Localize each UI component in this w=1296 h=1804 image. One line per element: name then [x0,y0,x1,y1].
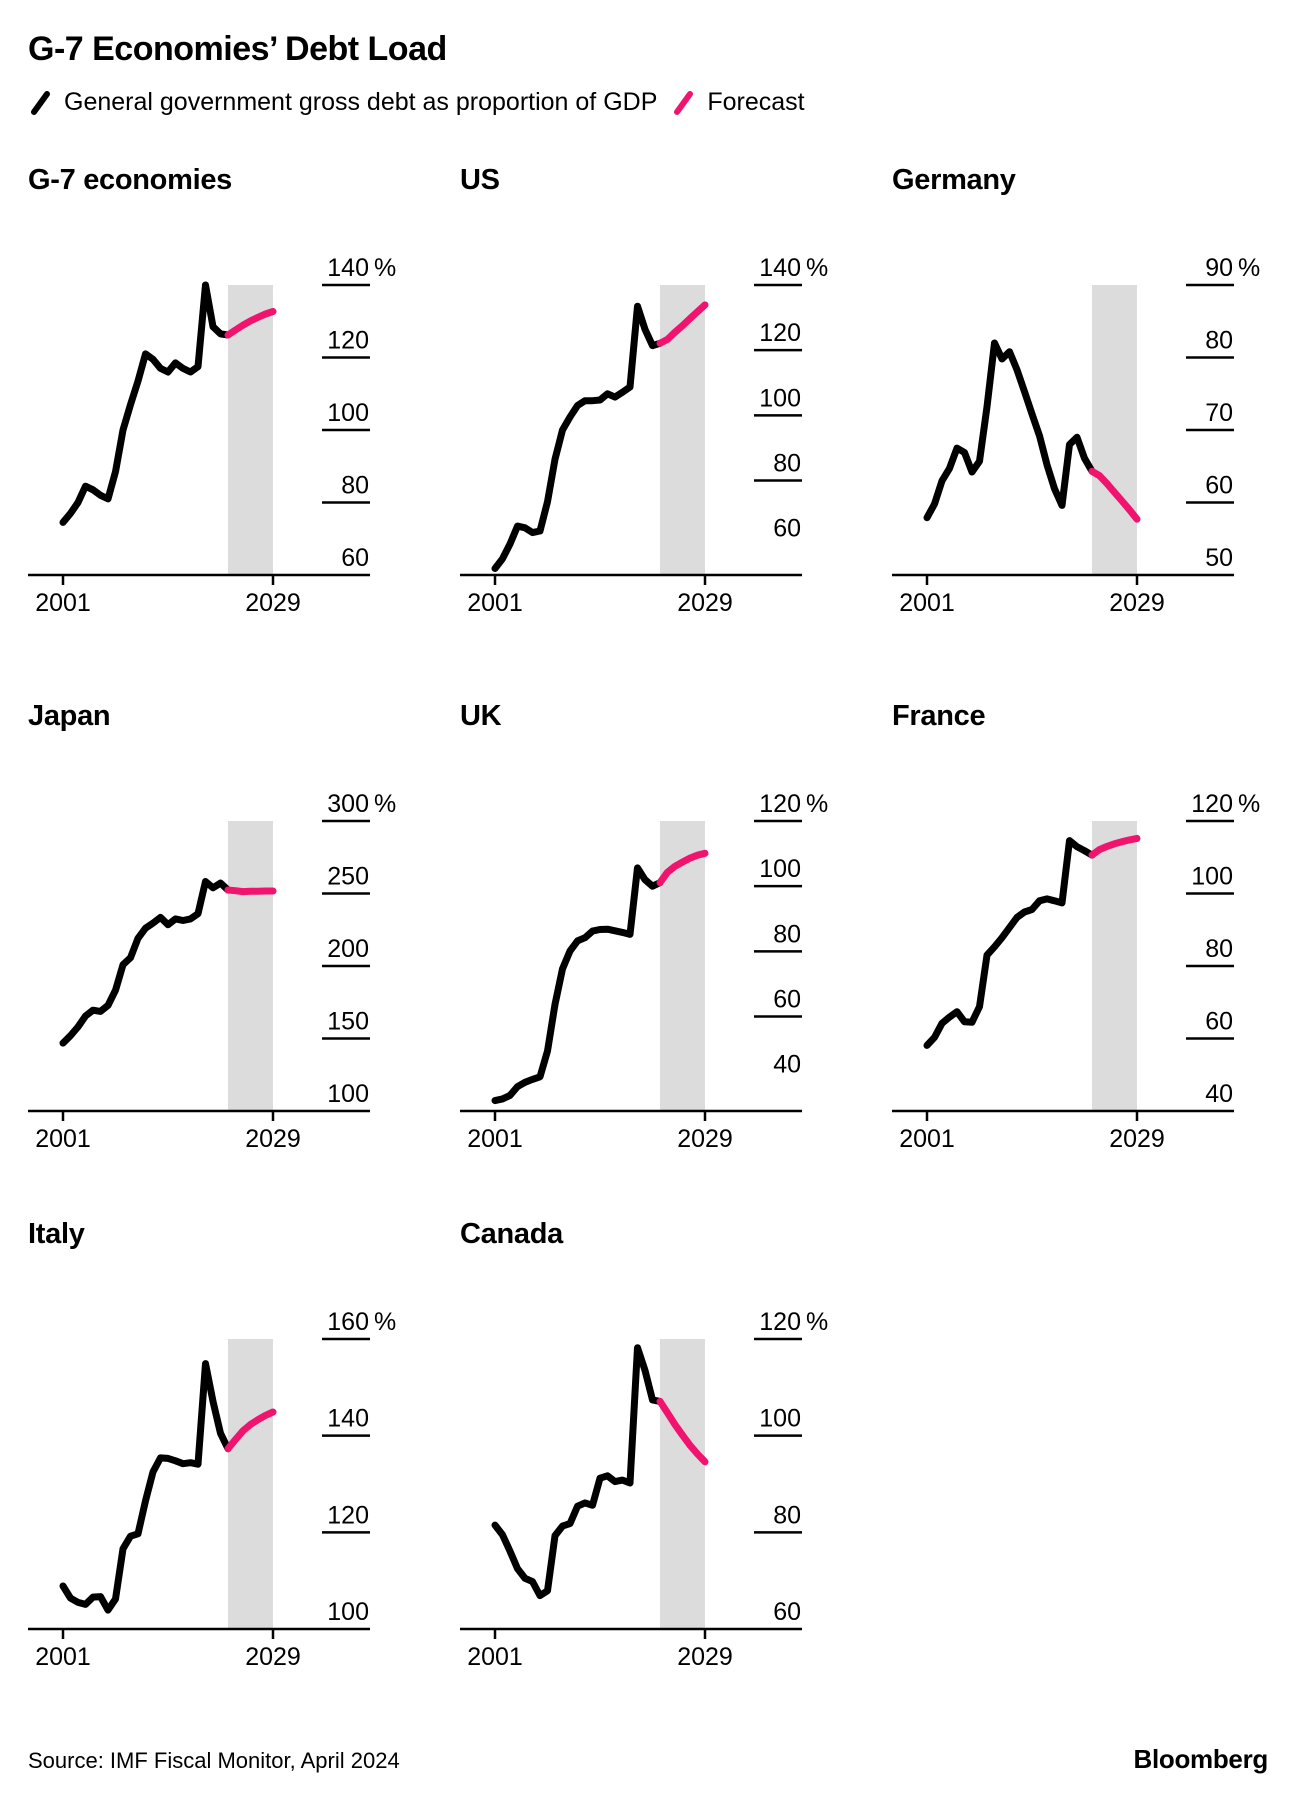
svg-text:2001: 2001 [35,589,91,617]
panel-title: US [460,164,500,196]
uk-plot: 120 % 100 80 60 40 2001 2029 [460,790,828,1153]
source-text: Source: IMF Fiscal Monitor, April 2024 [28,1748,400,1773]
svg-text:%: % [806,254,828,282]
legend-item-actual: General government gross debt as proport… [30,88,657,117]
italy-plot: 160 % 140 120 100 2001 2029 [28,1308,396,1671]
svg-text:2029: 2029 [245,1125,301,1153]
japan-plot: 300 % 250 200 150 100 2001 2029 [28,790,396,1153]
svg-text:2001: 2001 [467,1125,523,1153]
svg-text:2029: 2029 [1109,589,1165,617]
svg-text:60: 60 [1205,1008,1233,1036]
svg-text:%: % [374,254,396,282]
chart-panel-japan: Japan 300% 250 200 150 100 2001 2029 [0,700,432,1216]
svg-text:2029: 2029 [677,589,733,617]
svg-text:100: 100 [327,399,369,427]
svg-text:2029: 2029 [677,1643,733,1671]
panel-title: UK [460,700,502,732]
svg-text:80: 80 [773,1501,801,1529]
legend: General government gross debt as proport… [30,88,805,117]
svg-text:150: 150 [327,1008,369,1036]
svg-text:2001: 2001 [35,1643,91,1671]
svg-text:2001: 2001 [899,589,955,617]
chart-panel-g7-economies: G-7 economies 140% 120 100 80 60 2001 2029 [0,164,432,680]
svg-text:%: % [374,790,396,818]
svg-text:120: 120 [327,1501,369,1529]
svg-text:80: 80 [1205,327,1233,355]
svg-text:140: 140 [327,1405,369,1433]
svg-text:120: 120 [1191,790,1233,818]
canada-plot: 120 % 100 80 60 2001 2029 [460,1308,828,1671]
chart-panel-germany: Germany 90% 80 70 60 50 2001 2029 [864,164,1296,680]
svg-text:140: 140 [759,254,801,282]
svg-text:60: 60 [773,515,801,543]
svg-text:2001: 2001 [467,589,523,617]
germany-plot: 90 % 80 70 60 50 2001 2029 [892,254,1260,617]
svg-text:200: 200 [327,935,369,963]
svg-text:300: 300 [327,790,369,818]
svg-text:100: 100 [759,1405,801,1433]
svg-text:120: 120 [327,327,369,355]
svg-text:60: 60 [773,1598,801,1626]
svg-text:2029: 2029 [245,1643,301,1671]
chart-panel-italy: Italy 160% 140 120 100 2001 2029 [0,1218,432,1734]
svg-text:80: 80 [773,920,801,948]
svg-text:2029: 2029 [245,589,301,617]
svg-text:2001: 2001 [467,1643,523,1671]
svg-text:120: 120 [759,1308,801,1336]
svg-text:80: 80 [1205,935,1233,963]
svg-text:%: % [806,790,828,818]
panel-title: Japan [28,700,111,732]
chart-panel-france: France 120% 100 80 60 40 2001 2029 [864,700,1296,1216]
svg-text:100: 100 [759,855,801,883]
svg-text:100: 100 [1191,863,1233,891]
svg-text:100: 100 [327,1080,369,1108]
svg-text:%: % [1238,254,1260,282]
svg-text:250: 250 [327,863,369,891]
svg-text:2029: 2029 [1109,1125,1165,1153]
svg-text:160: 160 [327,1308,369,1336]
page-title: G-7 Economies’ Debt Load [28,30,447,68]
svg-text:100: 100 [327,1598,369,1626]
svg-text:60: 60 [341,544,369,572]
svg-text:50: 50 [1205,544,1233,572]
svg-text:120: 120 [759,319,801,347]
svg-text:%: % [1238,790,1260,818]
forecast-slash-icon [674,90,694,115]
legend-label-forecast: Forecast [707,88,805,116]
svg-text:80: 80 [341,472,369,500]
svg-text:2001: 2001 [35,1125,91,1153]
chart-panel-uk: UK 120% 100 80 60 40 2001 2029 [432,700,864,1216]
svg-text:40: 40 [773,1051,801,1079]
svg-text:40: 40 [1205,1080,1233,1108]
svg-text:60: 60 [773,986,801,1014]
svg-text:120: 120 [759,790,801,818]
g7-economies-plot: 140 % 120 100 80 60 2001 2029 [28,254,396,617]
chart-panel-canada: Canada 120% 100 80 60 2001 2029 [432,1218,864,1734]
panel-title: G-7 economies [28,164,232,196]
legend-label-actual: General government gross debt as proport… [64,88,658,116]
svg-text:2029: 2029 [677,1125,733,1153]
chart-panel-us: US 140% 120 100 80 60 2001 2029 [432,164,864,680]
bloomberg-logo: Bloomberg [1133,1744,1268,1774]
svg-text:%: % [374,1308,396,1336]
svg-text:60: 60 [1205,472,1233,500]
france-plot: 120 % 100 80 60 40 2001 2029 [892,790,1260,1153]
legend-item-forecast: Forecast [673,88,805,117]
panel-title: France [892,700,986,732]
svg-text:80: 80 [773,450,801,478]
svg-text:100: 100 [759,384,801,412]
us-plot: 140 % 120 100 80 60 2001 2029 [460,254,828,617]
svg-text:140: 140 [327,254,369,282]
panel-title: Germany [892,164,1016,196]
svg-text:2001: 2001 [899,1125,955,1153]
actual-slash-icon [31,90,50,115]
panel-title: Italy [28,1218,85,1250]
svg-text:90: 90 [1205,254,1233,282]
svg-text:70: 70 [1205,399,1233,427]
svg-text:%: % [806,1308,828,1336]
panel-title: Canada [460,1218,563,1250]
